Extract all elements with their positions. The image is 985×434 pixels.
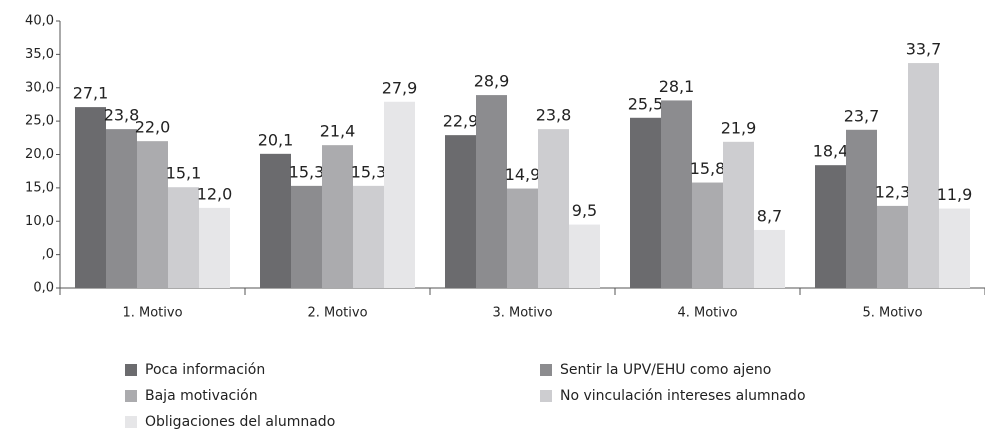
value-label: 14,9 <box>505 165 541 184</box>
x-tick-label: 1. Motivo <box>122 306 182 321</box>
bar <box>723 141 754 288</box>
value-label: 20,1 <box>258 130 294 149</box>
legend-label: Sentir la UPV/EHU como ajeno <box>560 362 771 378</box>
legend-swatch <box>125 416 137 428</box>
y-tick-label: 25,0 <box>25 114 54 129</box>
value-label: 27,9 <box>382 78 418 97</box>
value-label: 25,5 <box>628 94 664 113</box>
value-label: 33,7 <box>906 40 942 59</box>
bar <box>877 205 908 288</box>
bar <box>569 224 600 288</box>
value-label: 11,9 <box>937 185 973 204</box>
bar <box>754 229 785 288</box>
value-label: 12,3 <box>875 182 911 201</box>
bar <box>353 185 384 288</box>
bar <box>75 107 106 288</box>
y-tick-label: 15,0 <box>25 180 54 195</box>
bar <box>476 95 507 288</box>
bar <box>692 182 723 288</box>
value-label: 8,7 <box>757 206 782 225</box>
x-tick-label: 3. Motivo <box>492 306 552 321</box>
value-label: 15,8 <box>690 159 726 178</box>
bar <box>908 63 939 288</box>
value-label: 22,0 <box>135 118 171 137</box>
value-label: 22,9 <box>443 112 479 131</box>
bar <box>445 135 476 288</box>
value-label: 15,1 <box>166 164 202 183</box>
bar <box>168 187 199 288</box>
legend-label: Baja motivación <box>145 388 258 404</box>
value-label: 27,1 <box>73 84 109 103</box>
y-tick-label: 10,0 <box>25 214 54 229</box>
bar <box>846 129 877 288</box>
legend-swatch <box>125 390 137 402</box>
bar <box>939 208 970 288</box>
bar <box>384 101 415 288</box>
legend-swatch <box>540 364 552 376</box>
value-label: 18,4 <box>813 142 849 161</box>
bar <box>538 129 569 288</box>
bar <box>199 207 230 288</box>
bar <box>630 117 661 288</box>
y-tick-label: 20,0 <box>25 147 54 162</box>
legend-label: Obligaciones del alumnado <box>145 414 335 430</box>
bar <box>815 165 846 288</box>
legend-swatch <box>540 390 552 402</box>
legend-label: No vinculación intereses alumnado <box>560 388 806 404</box>
value-label: 23,8 <box>536 106 572 125</box>
value-label: 23,8 <box>104 106 140 125</box>
y-tick-label: ,0 <box>42 247 54 262</box>
bar <box>106 129 137 288</box>
y-tick-label: 0,0 <box>33 281 54 296</box>
value-label: 15,3 <box>351 162 387 181</box>
value-label: 12,0 <box>197 184 233 203</box>
value-label: 21,4 <box>320 122 356 141</box>
value-label: 28,9 <box>474 72 510 91</box>
bar <box>322 145 353 288</box>
value-label: 23,7 <box>844 106 880 125</box>
x-tick-label: 4. Motivo <box>677 306 737 321</box>
y-tick-label: 35,0 <box>25 47 54 62</box>
bar <box>260 153 291 288</box>
value-label: 9,5 <box>572 201 597 220</box>
bar <box>137 141 168 288</box>
legend-swatch <box>125 364 137 376</box>
bar <box>507 188 538 288</box>
value-label: 21,9 <box>721 118 757 137</box>
legend-label: Poca información <box>145 362 265 378</box>
bar <box>291 185 322 288</box>
value-label: 15,3 <box>289 162 325 181</box>
x-tick-label: 2. Motivo <box>307 306 367 321</box>
bar <box>661 100 692 289</box>
y-tick-label: 30,0 <box>25 80 54 95</box>
value-label: 28,1 <box>659 77 695 96</box>
y-tick-label: 40,0 <box>25 14 54 29</box>
x-tick-label: 5. Motivo <box>862 306 922 321</box>
